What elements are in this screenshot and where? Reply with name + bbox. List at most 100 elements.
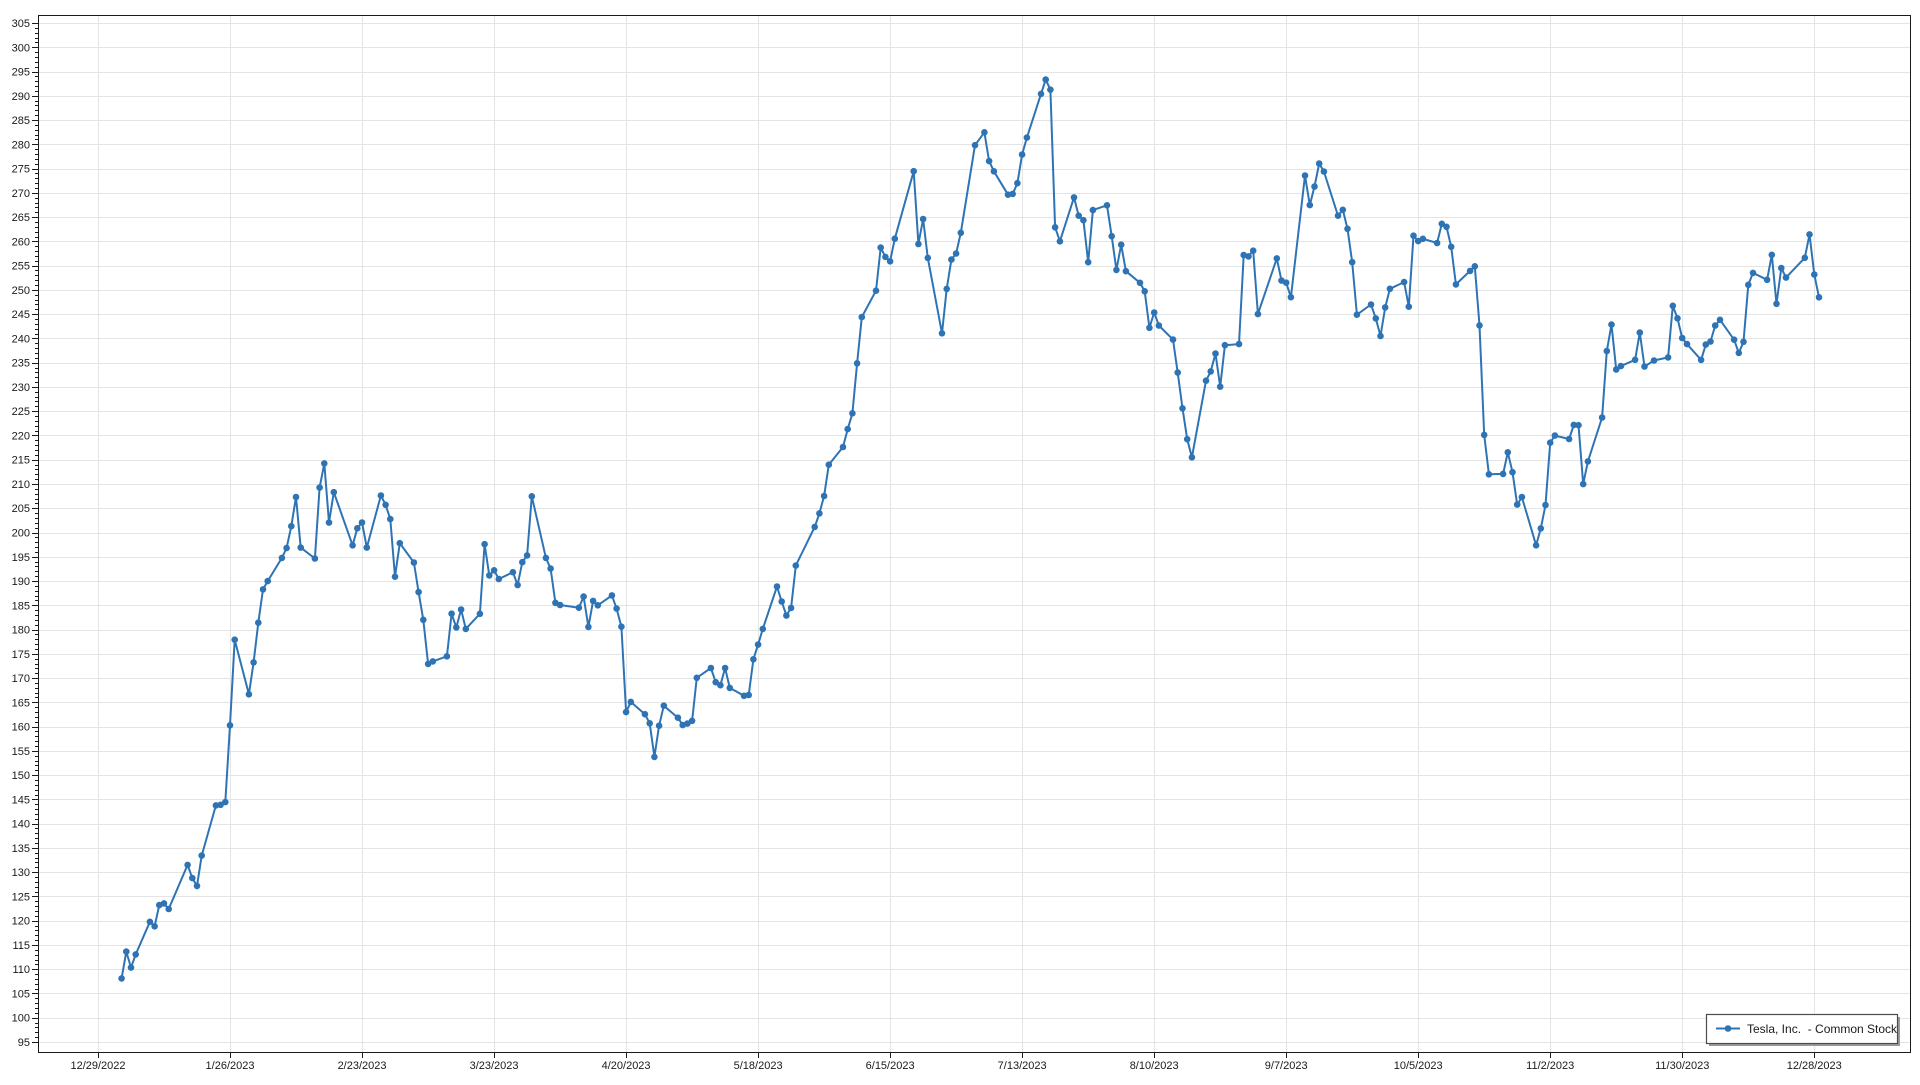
y-axis-tick-label: 285 [12, 115, 30, 127]
y-axis-tick-label: 220 [12, 430, 30, 442]
data-point-marker [1080, 216, 1087, 224]
data-point-marker [726, 684, 734, 692]
y-axis-tick-label: 145 [12, 794, 30, 806]
data-point-marker [523, 552, 531, 559]
data-point-marker [1801, 254, 1809, 262]
data-point-marker [1702, 341, 1710, 348]
y-axis-tick-label: 170 [12, 673, 30, 685]
data-point-marker [915, 240, 922, 248]
data-point-marker [1183, 435, 1191, 443]
data-point-marker [1504, 449, 1512, 456]
data-point-marker [118, 975, 125, 982]
y-axis-tick-label: 150 [12, 770, 30, 782]
data-point-marker [1202, 377, 1210, 385]
data-point-marker [1678, 334, 1686, 342]
data-point-marker [1381, 304, 1389, 311]
data-point-marker [1174, 369, 1181, 376]
data-point-marker [1344, 225, 1351, 233]
data-point-marker [990, 168, 998, 175]
data-point-marker [721, 664, 729, 672]
data-point-marker [1179, 405, 1186, 412]
data-point-marker [1711, 322, 1719, 329]
data-point-marker [349, 542, 356, 549]
data-point-marker [193, 882, 201, 890]
y-axis-tick-label: 105 [12, 988, 30, 1000]
data-point-marker [1433, 239, 1441, 247]
x-axis-tick-label: 1/26/2023 [206, 1060, 255, 1072]
data-point-marker [1212, 350, 1219, 357]
data-point-marker [1697, 356, 1705, 364]
y-axis-tick-label: 240 [12, 333, 30, 345]
data-point-marker [1207, 368, 1214, 375]
data-point-marker [580, 593, 587, 600]
x-axis-tick-label: 7/13/2023 [998, 1060, 1047, 1072]
y-axis-tick-label: 110 [12, 964, 30, 976]
y-axis-tick-label: 120 [12, 916, 30, 928]
data-point-marker [231, 636, 238, 643]
data-point-marker [1047, 86, 1054, 93]
data-point-marker [1730, 336, 1738, 344]
y-axis-tick-label: 260 [12, 236, 30, 248]
x-axis-tick-label: 2/23/2023 [338, 1060, 387, 1072]
data-point-marker [189, 874, 196, 882]
data-point-marker [1146, 324, 1153, 332]
x-axis-tick-label: 10/5/2023 [1394, 1060, 1443, 1072]
data-point-marker [1669, 302, 1677, 310]
data-point-marker [254, 619, 262, 626]
data-point-marker [792, 562, 800, 569]
data-point-marker [1485, 471, 1493, 478]
data-point-marker [1608, 321, 1615, 328]
data-point-marker [420, 616, 427, 624]
data-point-marker [387, 515, 394, 523]
y-axis-tick-label: 115 [12, 940, 30, 952]
data-point-marker [622, 708, 630, 716]
data-point-marker [151, 923, 158, 930]
y-axis-tick-label: 290 [12, 91, 30, 103]
data-point-marker [844, 425, 851, 433]
data-point-marker [316, 484, 323, 491]
data-point-marker [1565, 435, 1573, 443]
data-point-marker [1188, 454, 1196, 461]
data-point-marker [1287, 293, 1295, 301]
y-axis-tick-label: 185 [12, 600, 30, 612]
y-axis-labels: 95 100 105 110 115 120 125 130 135 140 145 150 155 16… [12, 18, 30, 1049]
data-point-marker [1650, 357, 1658, 364]
data-point-marker [1117, 241, 1125, 248]
data-point-marker [985, 157, 993, 165]
data-point-marker [1707, 338, 1714, 345]
data-point-marker [1089, 206, 1097, 214]
data-point-marker [160, 900, 168, 907]
data-point-marker [688, 717, 696, 725]
data-point-marker [608, 592, 616, 599]
data-point-marker [1499, 470, 1507, 478]
data-point-marker [1400, 278, 1408, 286]
data-point-marker [1631, 356, 1639, 364]
data-point-marker [514, 581, 521, 589]
data-point-marker [486, 572, 493, 579]
data-point-marker [618, 623, 625, 630]
data-point-marker [1306, 201, 1314, 209]
data-point-marker [396, 539, 404, 547]
data-point-marker [1249, 247, 1257, 254]
data-point-marker [1815, 294, 1823, 301]
data-point-marker [1641, 363, 1648, 370]
data-point-marker [1023, 134, 1031, 141]
data-point-marker [123, 948, 130, 955]
data-point-marker [971, 141, 979, 149]
data-point-marker [330, 488, 338, 496]
data-point-marker [1735, 349, 1743, 357]
data-point-marker [575, 604, 583, 611]
y-axis-tick-label: 215 [12, 455, 30, 467]
data-point-marker [382, 501, 389, 509]
y-axis-tick-label: 100 [12, 1013, 30, 1025]
y-axis-tick-label: 160 [12, 722, 30, 734]
data-point-marker [1372, 315, 1380, 322]
data-point-marker [1273, 255, 1281, 262]
price-line-series [118, 76, 1823, 982]
data-point-marker [222, 798, 229, 806]
y-axis-tick-label: 180 [12, 625, 30, 637]
legend-dot-marker [1724, 1025, 1732, 1032]
y-axis-tick-label: 195 [12, 552, 30, 564]
data-point-marker [547, 565, 554, 572]
